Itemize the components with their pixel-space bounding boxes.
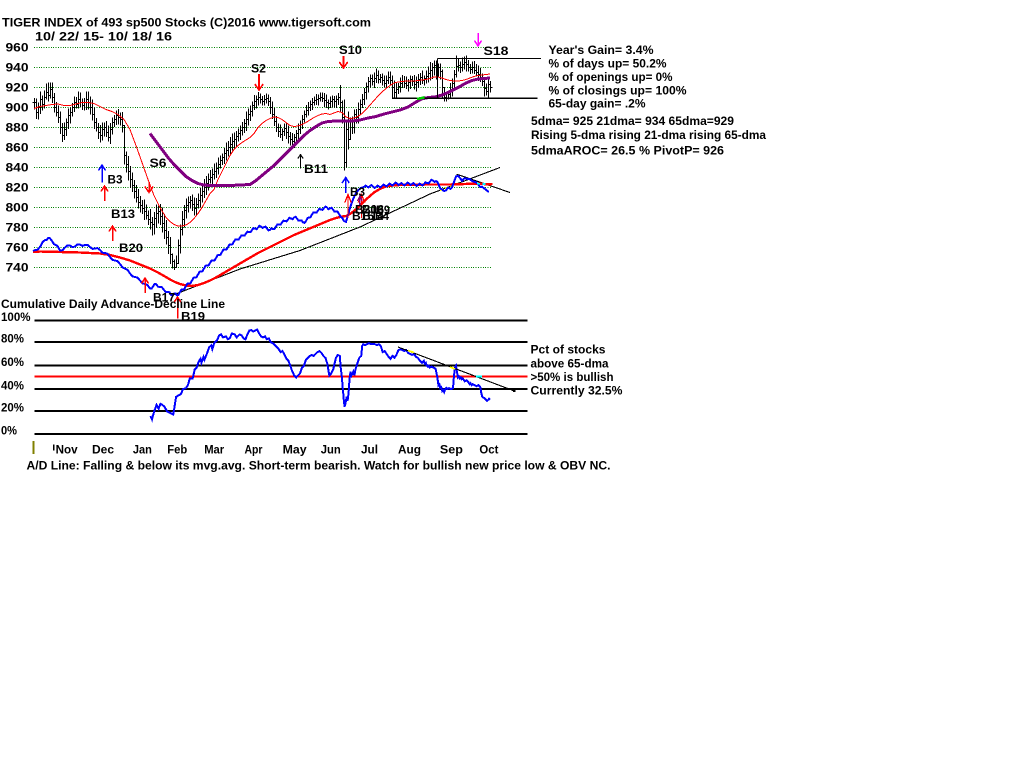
svg-text:Jul: Jul — [361, 443, 378, 457]
svg-text:>50% is bullish: >50% is bullish — [531, 370, 614, 384]
svg-text:5dma= 925 21dma= 934 65dma=929: 5dma= 925 21dma= 934 65dma=929 — [531, 114, 734, 128]
svg-text:Oct: Oct — [479, 443, 498, 457]
svg-text:Rising 5-dma rising 21-dma r: Rising 5-dma rising 21-dma rising 65-dma — [531, 128, 766, 142]
svg-text:860: 860 — [6, 141, 29, 155]
svg-text:20%: 20% — [1, 400, 24, 414]
svg-text:940: 940 — [6, 61, 29, 75]
svg-text:B17: B17 — [153, 291, 175, 305]
svg-text:B9: B9 — [376, 203, 390, 217]
svg-text:800: 800 — [6, 201, 29, 215]
svg-text:Sep: Sep — [440, 443, 463, 457]
svg-text:920: 920 — [6, 81, 29, 95]
svg-text:960: 960 — [6, 41, 29, 55]
svg-text:100%: 100% — [1, 310, 31, 324]
svg-text:B19: B19 — [181, 310, 205, 324]
svg-text:900: 900 — [6, 101, 29, 115]
svg-text:65-day gain= .2%: 65-day gain= .2% — [549, 97, 646, 111]
svg-text:% of openings up= 0%: % of openings up= 0% — [549, 70, 673, 84]
svg-text:B4: B4 — [375, 209, 389, 223]
svg-text:Feb: Feb — [167, 443, 187, 457]
svg-text:% of days up= 50.2%: % of days up= 50.2% — [549, 57, 667, 71]
svg-text:0%: 0% — [1, 423, 17, 437]
svg-text:80%: 80% — [1, 331, 24, 345]
svg-text:740: 740 — [6, 261, 29, 275]
svg-text:S18: S18 — [484, 44, 509, 58]
svg-text:TIGER INDEX of 493 sp500 Stoc: TIGER INDEX of 493 sp500 Stocks (C)2016 … — [2, 16, 371, 30]
svg-text:840: 840 — [6, 161, 29, 175]
svg-text:S10: S10 — [339, 43, 362, 57]
svg-text:Nov: Nov — [56, 443, 78, 457]
svg-text:S2: S2 — [251, 62, 266, 76]
svg-text:May: May — [283, 443, 307, 457]
svg-text:B11: B11 — [304, 162, 328, 176]
svg-text:10/ 22/ 15- 10/ 18/ 16: 10/ 22/ 15- 10/ 18/ 16 — [35, 30, 172, 44]
svg-text:60%: 60% — [1, 355, 24, 369]
svg-text:Currently 32.5%: Currently 32.5% — [531, 384, 623, 398]
svg-text:Jun: Jun — [321, 443, 341, 457]
svg-text:B3: B3 — [108, 173, 123, 187]
svg-text:B13: B13 — [111, 207, 135, 221]
svg-text:Pct of stocks: Pct of stocks — [531, 343, 606, 357]
svg-text:Mar: Mar — [204, 443, 224, 457]
svg-text:B14: B14 — [362, 209, 384, 223]
svg-text:B3: B3 — [350, 185, 365, 199]
svg-text:Apr: Apr — [245, 443, 263, 457]
svg-text:Jan: Jan — [133, 443, 152, 457]
svg-text:Cumulative Daily Advance-Decli: Cumulative Daily Advance-Decline Line — [1, 297, 225, 311]
svg-text:Dec: Dec — [92, 443, 114, 457]
svg-text:above 65-dma: above 65-dma — [531, 357, 609, 371]
svg-text:760: 760 — [6, 241, 29, 255]
svg-text:780: 780 — [6, 221, 29, 235]
svg-text:B16: B16 — [362, 203, 384, 217]
svg-text:B15: B15 — [352, 209, 374, 223]
svg-text:Year's Gain= 3.4%: Year's Gain= 3.4% — [549, 43, 654, 57]
svg-text:880: 880 — [6, 121, 29, 135]
svg-text:Aug: Aug — [398, 443, 421, 457]
svg-text:5dmaAROC= 26.5 % PivotP= 926: 5dmaAROC= 26.5 % PivotP= 926 — [531, 144, 724, 158]
svg-text:A/D Line: Falling & below its: A/D Line: Falling & below its mvg.avg. S… — [27, 459, 611, 473]
svg-text:% of closings up= 100%: % of closings up= 100% — [549, 84, 687, 98]
svg-text:B20: B20 — [119, 241, 143, 255]
svg-text:40%: 40% — [1, 378, 24, 392]
svg-text:B20: B20 — [355, 203, 377, 217]
svg-text:S6: S6 — [150, 156, 167, 170]
svg-text:820: 820 — [6, 181, 29, 195]
